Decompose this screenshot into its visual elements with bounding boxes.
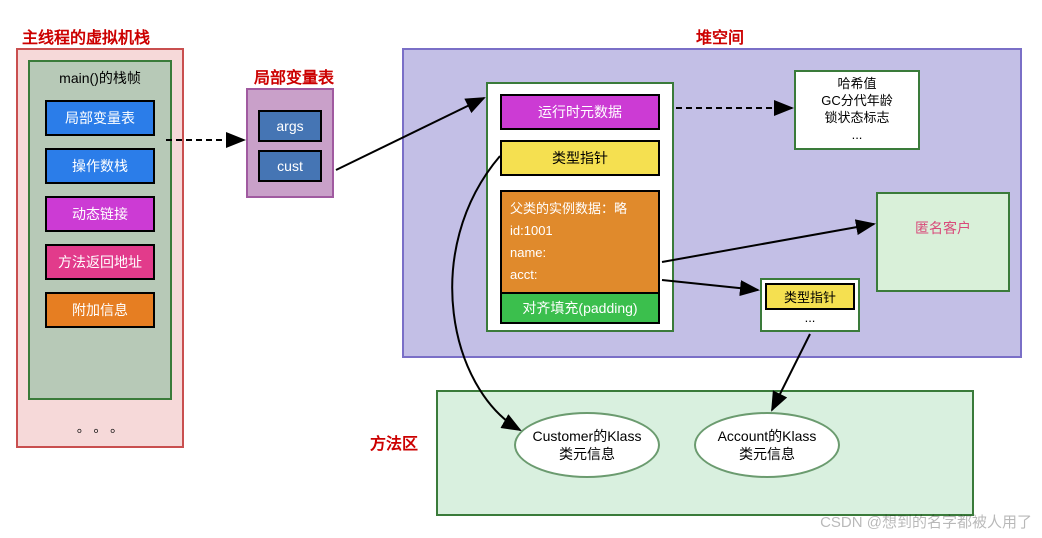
localvar-item: cust bbox=[258, 150, 322, 182]
cust-header1: 运行时元数据 bbox=[500, 94, 660, 130]
cust-parent: 父类的实例数据：略 bbox=[510, 198, 650, 220]
gc-l2: GC分代年龄 bbox=[796, 93, 918, 110]
cust-fields: 父类的实例数据：略 id:1001 name: acct: bbox=[500, 190, 660, 294]
frame-item: 附加信息 bbox=[45, 292, 155, 328]
account-obj: 类型指针 ... bbox=[760, 278, 860, 332]
acct-ptr: 类型指针 bbox=[765, 283, 855, 310]
frame-item: 动态链接 bbox=[45, 196, 155, 232]
gc-l3: 锁状态标志 bbox=[796, 110, 918, 127]
stack-frame: main()的栈帧 局部变量表操作数栈动态链接方法返回地址附加信息 bbox=[28, 60, 172, 400]
title-vm-stack: 主线程的虚拟机栈 bbox=[22, 24, 150, 48]
frame-item: 局部变量表 bbox=[45, 100, 155, 136]
stack-dots: 。 。 。 bbox=[18, 417, 182, 436]
cust-header2: 类型指针 bbox=[500, 140, 660, 176]
watermark: CSDN @想到的名字都被人用了 bbox=[820, 511, 1032, 532]
klass-account: Account的Klass 类元信息 bbox=[694, 412, 840, 478]
frame-item: 方法返回地址 bbox=[45, 244, 155, 280]
cust-acct: acct: bbox=[510, 264, 650, 286]
frame-item: 操作数栈 bbox=[45, 148, 155, 184]
customer-obj: 运行时元数据 类型指针 父类的实例数据：略 id:1001 name: acct… bbox=[486, 82, 674, 332]
cust-name: name: bbox=[510, 242, 650, 264]
localvar-item: args bbox=[258, 110, 322, 142]
cust-padding: 对齐填充(padding) bbox=[500, 294, 660, 324]
klass-customer: Customer的Klass 类元信息 bbox=[514, 412, 660, 478]
title-method-area: 方法区 bbox=[370, 430, 418, 454]
string-pool-box: 匿名客户 bbox=[876, 192, 1010, 292]
gc-l1: 哈希值 bbox=[796, 76, 918, 93]
cust-id: id:1001 bbox=[510, 220, 650, 242]
acct-etc: ... bbox=[765, 310, 855, 325]
local-var-box: args cust bbox=[246, 88, 334, 198]
string-value: 匿名客户 bbox=[915, 220, 971, 236]
title-local-vars: 局部变量表 bbox=[254, 64, 334, 88]
vm-stack-box: main()的栈帧 局部变量表操作数栈动态链接方法返回地址附加信息 。 。 。 bbox=[16, 48, 184, 448]
frame-title: main()的栈帧 bbox=[30, 68, 170, 88]
title-heap: 堆空间 bbox=[696, 24, 744, 48]
gc-l4: ... bbox=[796, 127, 918, 144]
gc-info-box: 哈希值 GC分代年龄 锁状态标志 ... bbox=[794, 70, 920, 150]
